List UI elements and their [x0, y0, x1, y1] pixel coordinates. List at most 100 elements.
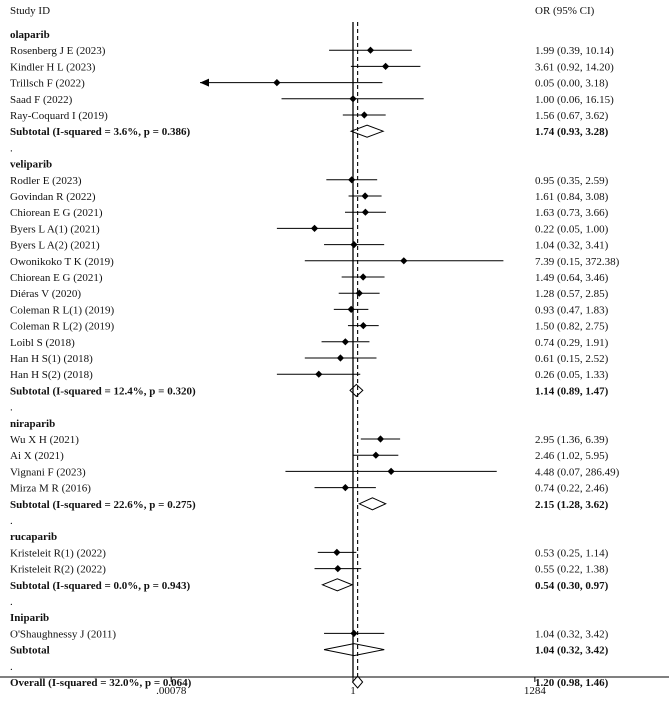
group-label: veliparib: [10, 159, 52, 171]
point-estimate: [376, 435, 385, 443]
row-spacer: .: [10, 515, 13, 527]
row-study: Loibl S (2018) 0.74 (0.29, 1.91): [10, 337, 609, 349]
estimate-text: 0.22 (0.05, 1.00): [535, 223, 609, 235]
study-label: Han H S(2) (2018): [10, 369, 93, 381]
row-study: Kristeleit R(1) (2022) 0.53 (0.25, 1.14): [10, 547, 609, 559]
study-label: Rosenberg J E (2023): [10, 45, 106, 57]
row-group: Iniparib: [10, 612, 49, 624]
subtotal-label: Overall (I-squared = 32.0%, p = 0.064): [10, 677, 192, 689]
estimate-text: 1.61 (0.84, 3.08): [535, 191, 609, 203]
study-id-header: Study ID: [10, 5, 50, 17]
row-study: Coleman R L(2) (2019) 1.50 (0.82, 2.75): [10, 321, 609, 333]
point-estimate: [360, 111, 368, 119]
point-estimate: [359, 322, 367, 330]
row-study: O'Shaughnessy J (2011) 1.04 (0.32, 3.42): [10, 628, 609, 640]
group-label: Iniparib: [10, 612, 49, 624]
row-study: Kindler H L (2023) 3.61 (0.92, 14.20): [10, 61, 614, 73]
estimate-text: 1.14 (0.89, 1.47): [535, 385, 609, 397]
spacer-dot: .: [10, 515, 13, 527]
point-estimate: [348, 176, 356, 184]
row-study: Owonikoko T K (2019) 7.39 (0.15, 372.38): [10, 256, 620, 268]
row-study: Govindan R (2022) 1.61 (0.84, 3.08): [10, 191, 609, 203]
study-label: Kindler H L (2023): [10, 61, 96, 73]
spacer-dot: .: [10, 402, 13, 414]
subtotal-diamond: [349, 124, 385, 138]
row-study: Kristeleit R(2) (2022) 0.55 (0.22, 1.38): [10, 564, 609, 576]
estimate-text: 1.49 (0.64, 3.46): [535, 272, 609, 284]
subtotal-label: Subtotal: [10, 645, 50, 657]
estimate-text: 1.99 (0.39, 10.14): [535, 45, 614, 57]
estimate-text: 7.39 (0.15, 372.38): [535, 256, 620, 268]
study-label: Byers L A(1) (2021): [10, 223, 100, 235]
point-estimate: [387, 467, 395, 475]
spacer-dot: .: [10, 596, 13, 608]
row-subtotal: Subtotal 1.04 (0.32, 3.42): [10, 643, 609, 657]
point-estimate: [361, 192, 369, 200]
row-study: Mirza M R (2016) 0.74 (0.22, 2.46): [10, 483, 609, 495]
point-estimate: [310, 224, 319, 232]
point-estimate: [366, 46, 375, 54]
point-estimate: [334, 565, 342, 573]
spacer-dot: .: [10, 142, 13, 154]
subtotal-label: Subtotal (I-squared = 3.6%, p = 0.386): [10, 126, 190, 138]
group-label: niraparib: [10, 418, 55, 430]
study-label: Wu X H (2021): [10, 434, 79, 446]
estimate-text: 1.00 (0.06, 16.15): [535, 94, 614, 106]
row-spacer: .: [10, 596, 13, 608]
row-study: Saad F (2022) 1.00 (0.06, 16.15): [10, 94, 614, 106]
x-tick-label: 1: [350, 685, 356, 697]
estimate-text: 1.04 (0.32, 3.42): [535, 628, 609, 640]
study-label: Saad F (2022): [10, 94, 73, 106]
row-group: olaparib: [10, 29, 50, 41]
group-label: olaparib: [10, 29, 50, 41]
row-study: Rodler E (2023) 0.95 (0.35, 2.59): [10, 175, 609, 187]
study-label: Chiorean E G (2021): [10, 207, 103, 219]
estimate-text: 1.63 (0.73, 3.66): [535, 207, 609, 219]
row-subtotal: Subtotal (I-squared = 3.6%, p = 0.386) 1.…: [10, 124, 609, 138]
estimate-text: 1.04 (0.32, 3.41): [535, 240, 609, 252]
estimate-text: 1.56 (0.67, 3.62): [535, 110, 609, 122]
estimate-text: 0.61 (0.15, 2.52): [535, 353, 609, 365]
row-study: Coleman R L(1) (2019) 0.93 (0.47, 1.83): [10, 304, 609, 316]
study-label: Byers L A(2) (2021): [10, 240, 100, 252]
subtotal-label: Subtotal (I-squared = 12.4%, p = 0.320): [10, 385, 196, 397]
estimate-text: 4.48 (0.07, 286.49): [535, 466, 620, 478]
study-label: Loibl S (2018): [10, 337, 75, 349]
study-label: Ai X (2021): [10, 450, 64, 462]
row-study: Chiorean E G (2021) 1.49 (0.64, 3.46): [10, 272, 609, 284]
row-study: Byers L A(1) (2021) 0.22 (0.05, 1.00): [10, 223, 609, 235]
or-ci-header: OR (95% CI): [535, 5, 595, 17]
row-study: Han H S(2) (2018) 0.26 (0.05, 1.33): [10, 369, 609, 381]
study-label: Chiorean E G (2021): [10, 272, 103, 284]
subtotal-diamond: [349, 383, 364, 398]
subtotal-diamond: [323, 643, 385, 657]
study-label: Govindan R (2022): [10, 191, 96, 203]
point-estimate: [315, 370, 323, 378]
estimate-text: 1.50 (0.82, 2.75): [535, 321, 609, 333]
point-estimate: [361, 208, 370, 216]
spacer-dot: .: [10, 661, 13, 673]
row-group: niraparib: [10, 418, 55, 430]
row-study: Trillsch F (2022) 0.05 (0.00, 3.18): [10, 78, 609, 90]
row-subtotal: Subtotal (I-squared = 12.4%, p = 0.320) 1…: [10, 383, 609, 398]
row-group: rucaparib: [10, 531, 57, 543]
study-label: Han H S(1) (2018): [10, 353, 93, 365]
x-tick-label: 1284: [524, 685, 547, 697]
x-tick-label: .00078: [156, 685, 187, 697]
row-study: Vignani F (2023) 4.48 (0.07, 286.49): [10, 466, 620, 478]
estimate-text: 2.15 (1.28, 3.62): [535, 499, 609, 511]
row-spacer: .: [10, 142, 13, 154]
subtotal-diamond: [358, 497, 387, 511]
study-label: Vignani F (2023): [10, 466, 86, 478]
point-estimate: [372, 451, 380, 459]
point-estimate: [333, 548, 341, 556]
ci-arrow: [200, 78, 209, 87]
estimate-text: 0.54 (0.30, 0.97): [535, 580, 609, 592]
point-estimate: [350, 241, 358, 249]
estimate-text: 1.28 (0.57, 2.85): [535, 288, 609, 300]
study-label: Rodler E (2023): [10, 175, 82, 187]
study-label: O'Shaughnessy J (2011): [10, 628, 116, 640]
point-estimate: [341, 484, 349, 492]
row-study: Chiorean E G (2021) 1.63 (0.73, 3.66): [10, 207, 609, 219]
